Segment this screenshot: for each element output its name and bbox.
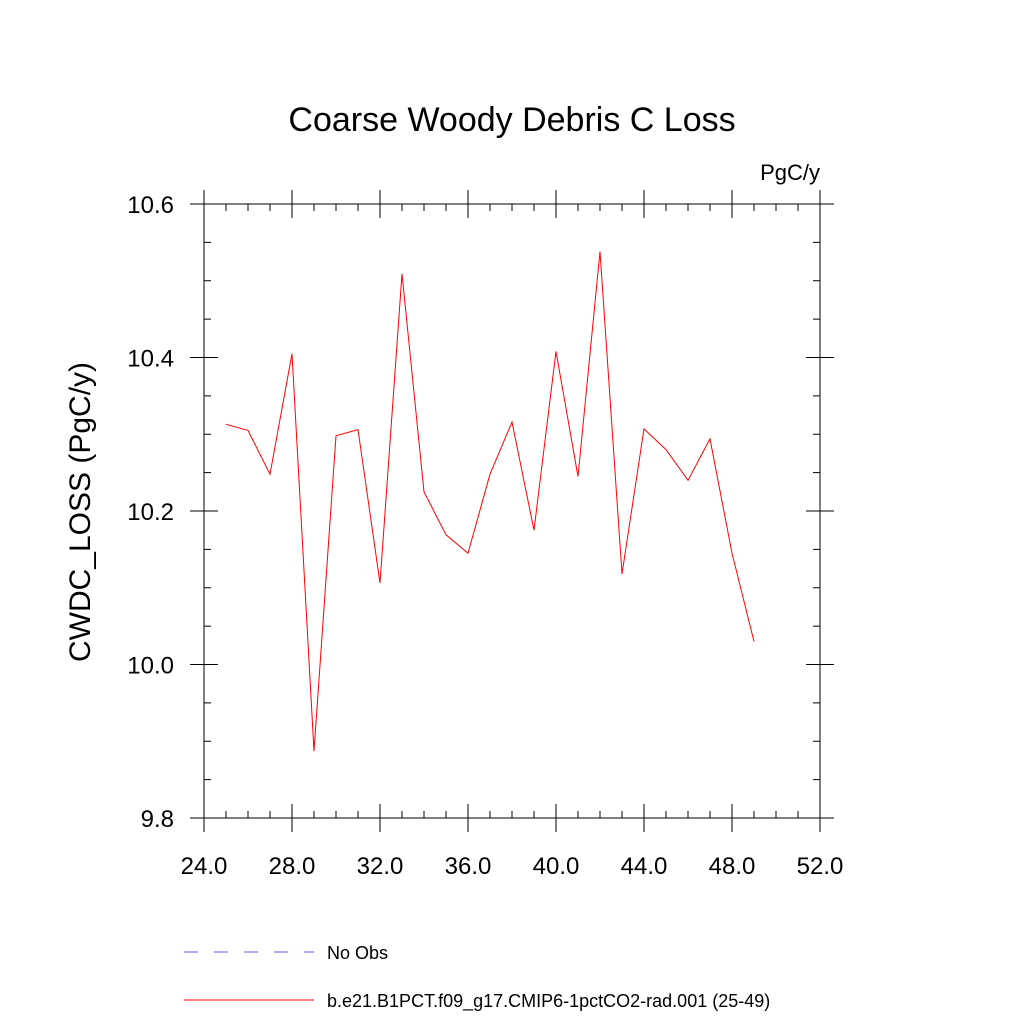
- x-tick-label: 48.0: [709, 853, 756, 880]
- series-layer: [225, 251, 755, 752]
- x-tick-label: 44.0: [621, 853, 668, 880]
- ticks-layer: 24.0 28.0 32.0 36.0 40.0 44.0 48.0 52.0 9.8 10.0 1…: [127, 190, 843, 880]
- legend-label: b.e21.B1PCT.f09_g17.CMIP6-1pctCO2-rad.00…: [327, 991, 770, 1012]
- plot-frame: [203, 203, 821, 819]
- y-tick-label: 10.4: [127, 346, 174, 373]
- series-line: [225, 251, 755, 752]
- y-tick-label: 9.8: [141, 806, 174, 833]
- y-tick-label: 10.6: [127, 192, 174, 219]
- chart-title: Coarse Woody Debris C Loss: [288, 101, 735, 139]
- x-tick-label: 40.0: [533, 853, 580, 880]
- legend: No Obs b.e21.B1PCT.f09_g17.CMIP6-1pctCO2-…: [184, 943, 770, 1012]
- x-tick-label: 52.0: [797, 853, 844, 880]
- y-tick-label: 10.2: [127, 499, 174, 526]
- y-axis-label: CWDC_LOSS (PgC/y): [64, 362, 97, 662]
- x-tick-label: 24.0: [181, 853, 228, 880]
- x-tick-label: 36.0: [445, 853, 492, 880]
- x-tick-label: 28.0: [269, 853, 316, 880]
- legend-label: No Obs: [327, 943, 388, 963]
- unit-label: PgC/y: [760, 160, 820, 185]
- x-tick-label: 32.0: [357, 853, 404, 880]
- y-tick-label: 10.0: [127, 653, 174, 680]
